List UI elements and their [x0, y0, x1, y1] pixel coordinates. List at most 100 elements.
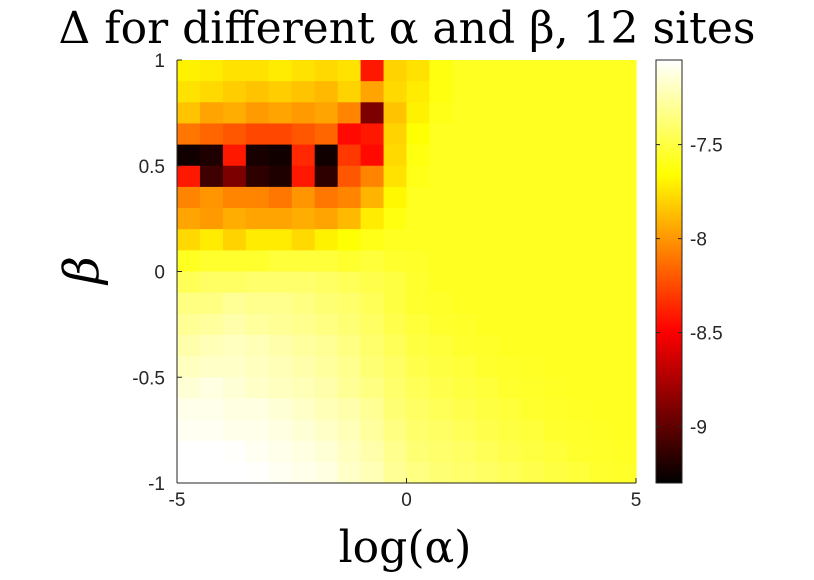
heatmap-cell — [452, 144, 476, 167]
heatmap-cell — [475, 292, 499, 315]
heatmap-cell — [337, 313, 362, 336]
heatmap-cell — [590, 250, 614, 273]
y-tick-label: 0 — [154, 263, 165, 284]
heatmap-cell — [222, 334, 247, 357]
heatmap-cell — [314, 123, 339, 146]
heatmap-cell — [360, 313, 385, 336]
heatmap-cell — [498, 334, 522, 357]
heatmap-cell — [177, 229, 201, 251]
x-tick-label: -5 — [169, 490, 186, 511]
heatmap-cell — [383, 144, 408, 167]
heatmap-cell — [199, 165, 224, 188]
x-tick-label: 5 — [631, 490, 642, 511]
heatmap-cell — [337, 208, 362, 230]
heatmap-cell — [567, 123, 591, 146]
heatmap-cell — [291, 208, 316, 230]
heatmap-cell — [475, 186, 499, 209]
heatmap-cell — [360, 398, 385, 421]
heatmap-cell — [406, 271, 431, 294]
heatmap-cell — [383, 186, 408, 209]
heatmap-cell — [383, 229, 408, 251]
heatmap-cell — [291, 313, 316, 336]
heatmap-cell — [245, 334, 270, 357]
heatmap-cell — [314, 271, 339, 294]
heatmap-cell — [360, 461, 385, 484]
heatmap-cell — [268, 313, 293, 336]
colorbar-tick-label: -8 — [690, 230, 707, 251]
heatmap-cell — [360, 250, 385, 273]
heatmap-cell — [291, 377, 316, 399]
heatmap-cell — [613, 313, 637, 336]
heatmap-cell — [406, 377, 431, 399]
heatmap-cell — [245, 123, 270, 146]
heatmap-cell — [452, 334, 476, 357]
heatmap-cell — [544, 398, 568, 421]
heatmap-cell — [613, 377, 637, 399]
heatmap-cell — [291, 123, 316, 146]
heatmap-cell — [406, 398, 431, 421]
heatmap-cell — [590, 292, 614, 315]
heatmap-cell — [383, 313, 408, 336]
heatmap-cell — [177, 292, 201, 315]
heatmap-cell — [590, 334, 614, 357]
heatmap-cell — [199, 229, 224, 251]
heatmap-cell — [613, 334, 637, 357]
heatmap-cell — [314, 186, 339, 209]
heatmap-cell — [475, 165, 499, 188]
heatmap-cell — [291, 81, 316, 103]
heatmap-cell — [268, 292, 293, 315]
heatmap-cell — [475, 377, 499, 399]
heatmap-cell — [544, 229, 568, 251]
heatmap-cell — [406, 313, 431, 336]
colorbar-tick-label: -7.5 — [690, 136, 723, 157]
heatmap-cell — [613, 186, 637, 209]
heatmap-cell — [498, 292, 522, 315]
heatmap-cell — [567, 60, 591, 82]
heatmap-cell — [199, 123, 224, 146]
heatmap-cell — [268, 229, 293, 251]
heatmap-cell — [337, 398, 362, 421]
heatmap-cell — [222, 292, 247, 315]
heatmap-cell — [199, 292, 224, 315]
heatmap-cell — [177, 419, 201, 442]
heatmap-cell — [567, 440, 591, 463]
heatmap-cell — [406, 419, 431, 442]
heatmap-cell — [222, 60, 247, 82]
heatmap-cell — [177, 123, 201, 146]
heatmap-cell — [314, 292, 339, 315]
heatmap-cell — [199, 186, 224, 209]
heatmap-cell — [314, 250, 339, 273]
y-tick-label: 0.5 — [139, 157, 165, 178]
heatmap-cell — [475, 60, 499, 82]
heatmap-cell — [337, 377, 362, 399]
heatmap-cell — [383, 208, 408, 230]
heatmap-cells — [177, 60, 637, 484]
heatmap-cell — [452, 208, 476, 230]
heatmap-cell — [383, 398, 408, 421]
heatmap-cell — [245, 208, 270, 230]
heatmap-cell — [177, 461, 201, 484]
heatmap-cell — [383, 102, 408, 125]
heatmap-cell — [291, 186, 316, 209]
heatmap-cell — [291, 165, 316, 188]
heatmap-cell — [567, 102, 591, 125]
heatmap-cell — [567, 419, 591, 442]
heatmap-cell — [314, 461, 339, 484]
heatmap-cell — [452, 250, 476, 273]
heatmap-cell — [406, 250, 431, 273]
heatmap-cell — [544, 60, 568, 82]
heatmap-cell — [590, 356, 614, 378]
heatmap-cell — [567, 144, 591, 167]
heatmap-cell — [268, 250, 293, 273]
heatmap-cell — [613, 208, 637, 230]
heatmap-cell — [544, 186, 568, 209]
heatmap-cell — [337, 440, 362, 463]
heatmap-cell — [429, 208, 453, 230]
heatmap-cell — [429, 271, 453, 294]
heatmap-cell — [613, 250, 637, 273]
heatmap-cell — [544, 356, 568, 378]
heatmap-cell — [245, 81, 270, 103]
heatmap-cell — [521, 186, 545, 209]
y-tick-labels: 1 0.5 0 -0.5 -1 — [132, 51, 165, 495]
heatmap-cell — [452, 81, 476, 103]
